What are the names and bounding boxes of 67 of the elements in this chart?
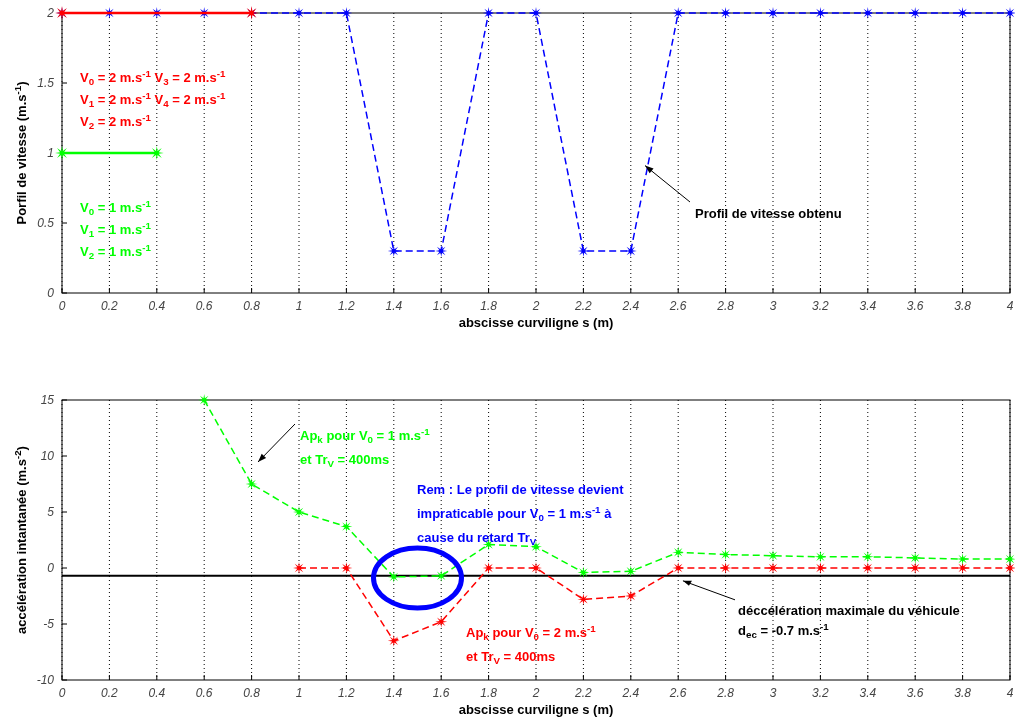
x-tick-label: 1.2 <box>338 299 356 313</box>
annotation: V$_{1}$ = 2 m.s$^{-1}$ V$_{4}$ = 2 m.s$^{-1}$ <box>80 90 226 109</box>
x-tick-label: 3.8 <box>954 686 972 700</box>
text: Rem : Le profil de vitesse devient impraticable pour V$_{0}$ = 1 m.s$^{-1}$ à cause du retard Tr$_{V}$ <box>417 482 624 547</box>
x-tick-label: 0.2 <box>101 686 119 700</box>
x-tick-label: 1 <box>295 299 303 313</box>
y-tick-label: 15 <box>40 393 55 407</box>
x-tick-label: 3.6 <box>906 299 924 313</box>
y-tick-label: 0 <box>47 286 55 300</box>
x-tick-label: 0.4 <box>148 299 166 313</box>
y-tick-label: 0.5 <box>37 216 55 230</box>
y-tick-label: -10 <box>36 673 55 687</box>
x-tick-label: 0.8 <box>243 686 261 700</box>
x-tick-label: 3.4 <box>859 299 877 313</box>
annotation: et Tr$_{V}$ = 400ms <box>300 452 390 469</box>
x-axis-title: abscisse curviligne s (m) <box>458 702 614 717</box>
x-tick-label: 4 <box>1006 299 1014 313</box>
x-tick-label: 2 <box>531 686 540 700</box>
x-tick-label: 2.6 <box>668 299 687 313</box>
text: Ap$_{k}$ pour V$_{0}$ = 2 m.s$^{-1}$ et Tr$_{V}$ = 400ms <box>466 623 596 666</box>
x-tick-label: 0.4 <box>148 686 166 700</box>
x-tick-label: 2.2 <box>574 299 593 313</box>
ref-line-label: déccélération maximale du véhicule d$_{ec}$ = -0.7 m.s$^{-1}$ <box>738 602 960 640</box>
x-tick-label: 3 <box>769 299 777 313</box>
y-tick-label: 1.5 <box>37 76 55 90</box>
x-tick-label: 1.4 <box>385 299 403 313</box>
x-tick-label: 0.2 <box>101 299 119 313</box>
x-tick-label: 0 <box>58 686 66 700</box>
x-axis-title: abscisse curviligne s (m) <box>458 315 614 330</box>
x-tick-label: 3.2 <box>812 686 830 700</box>
annotation: Profil de vitesse obtenu <box>695 206 842 221</box>
x-tick-label: 4 <box>1006 686 1014 700</box>
x-tick-label: 1.6 <box>432 686 450 700</box>
x-tick-label: 3 <box>769 686 777 700</box>
x-tick-label: 3.6 <box>906 686 924 700</box>
y-tick-label: 10 <box>40 449 55 463</box>
annotation: Ap$_{k}$ pour V$_{0}$ = 1 m.s$^{-1}$ <box>300 426 431 445</box>
x-tick-label: 2.8 <box>716 686 735 700</box>
y-tick-label: 5 <box>47 505 55 519</box>
x-tick-label: 2.8 <box>716 299 735 313</box>
annotation: V$_{0}$ = 1 m.s$^{-1}$ <box>80 198 152 217</box>
x-tick-label: 1.4 <box>385 686 403 700</box>
x-tick-label: 1.6 <box>432 299 450 313</box>
x-tick-label: 3.8 <box>954 299 972 313</box>
x-tick-label: 2.4 <box>621 299 640 313</box>
x-tick-label: 3.4 <box>859 686 877 700</box>
x-tick-label: 1 <box>295 686 303 700</box>
x-tick-label: 1.2 <box>338 686 356 700</box>
x-tick-label: 2 <box>531 299 540 313</box>
y-tick-label: 0 <box>47 561 55 575</box>
x-tick-label: 2.2 <box>574 686 593 700</box>
y-tick-label: 1 <box>47 146 54 160</box>
x-tick-label: 2.6 <box>668 686 687 700</box>
x-tick-label: 1.8 <box>480 299 498 313</box>
y-tick-label: 2 <box>46 6 55 20</box>
x-tick-label: 1.8 <box>480 686 498 700</box>
x-tick-label: 0.6 <box>195 686 213 700</box>
y-tick-label: -5 <box>43 617 55 631</box>
x-tick-label: 0.8 <box>243 299 261 313</box>
x-tick-label: 2.4 <box>621 686 640 700</box>
annotation: V$_{1}$ = 1 m.s$^{-1}$ <box>80 220 152 239</box>
x-tick-label: 0 <box>58 299 66 313</box>
annotation: V$_{2}$ = 1 m.s$^{-1}$ <box>80 242 152 261</box>
annotation: V$_{0}$ = 2 m.s$^{-1}$ V$_{3}$ = 2 m.s$^{-1}$ <box>80 68 226 87</box>
annotation: V$_{2}$ = 2 m.s$^{-1}$ <box>80 112 152 131</box>
x-tick-label: 3.2 <box>812 299 830 313</box>
x-tick-label: 0.6 <box>195 299 213 313</box>
